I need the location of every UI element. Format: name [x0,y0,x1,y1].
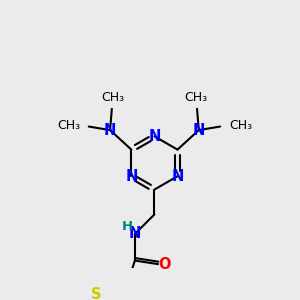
Text: N: N [193,123,205,138]
Text: N: N [125,169,138,184]
Text: S: S [91,287,101,300]
Text: N: N [104,123,116,138]
Text: N: N [171,169,184,184]
Text: CH₃: CH₃ [57,119,80,132]
Text: O: O [158,256,170,272]
Text: CH₃: CH₃ [229,119,252,132]
Text: H: H [122,220,133,233]
Text: N: N [148,129,160,144]
Text: CH₃: CH₃ [184,92,208,104]
Text: N: N [129,226,141,242]
Text: CH₃: CH₃ [101,92,124,104]
